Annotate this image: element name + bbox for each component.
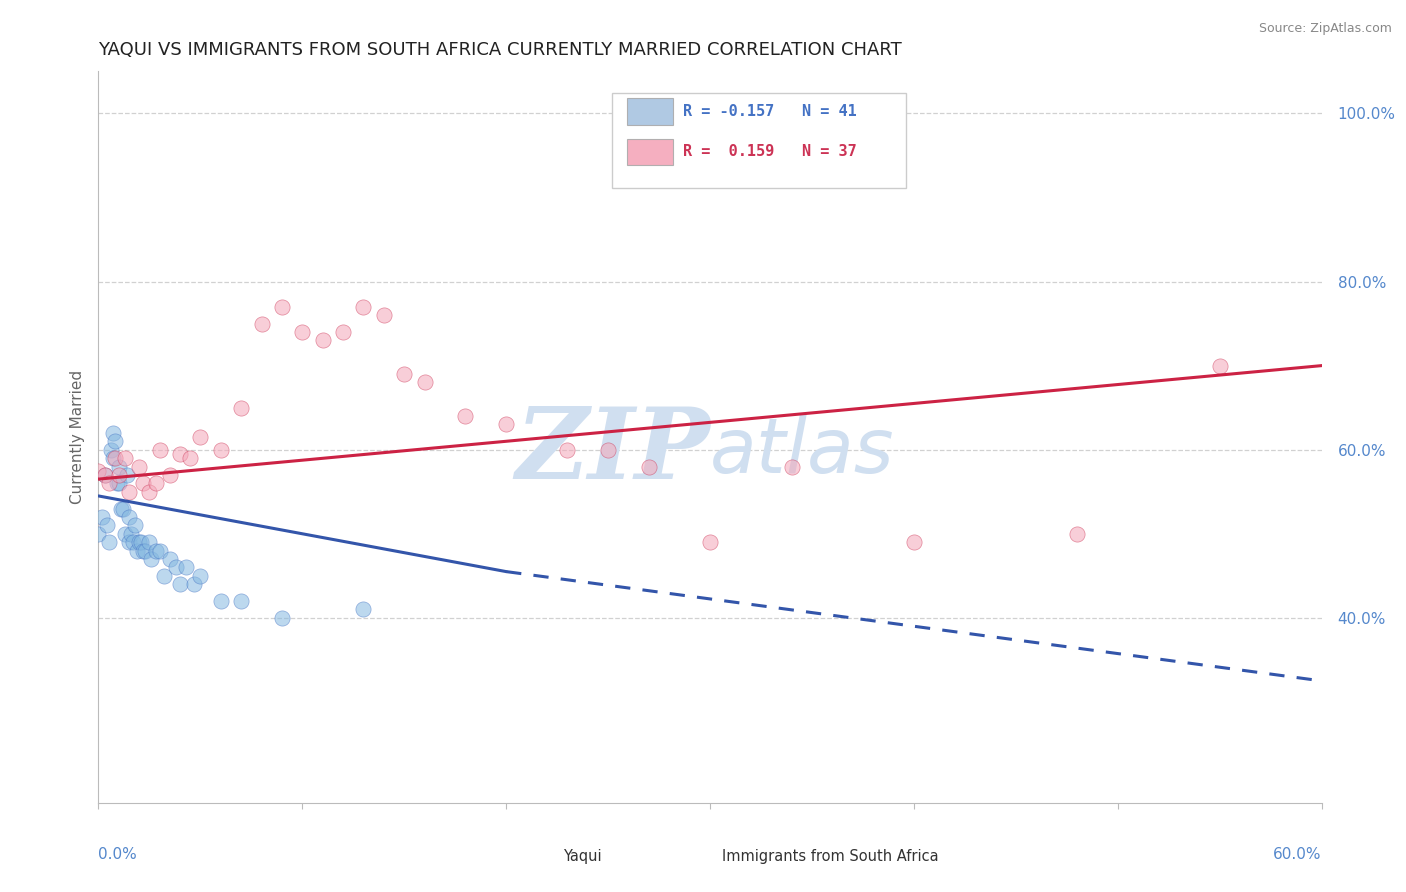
- Point: [413, 376, 436, 390]
- Point: [209, 442, 232, 457]
- Point: [87, 526, 110, 541]
- Point: [93, 467, 115, 482]
- Point: [104, 451, 127, 466]
- Point: [87, 464, 110, 478]
- Point: [149, 543, 172, 558]
- Point: [114, 526, 136, 541]
- Point: [495, 417, 517, 432]
- Point: [183, 577, 205, 591]
- Point: [108, 476, 131, 491]
- Point: [118, 484, 141, 499]
- Text: ZIP: ZIP: [515, 403, 710, 500]
- Point: [780, 459, 803, 474]
- Point: [699, 535, 721, 549]
- Point: [91, 510, 114, 524]
- Text: R = -0.157: R = -0.157: [683, 104, 775, 120]
- Point: [1066, 526, 1088, 541]
- Point: [108, 459, 131, 474]
- Point: [127, 543, 149, 558]
- Point: [110, 501, 132, 516]
- Point: [138, 535, 160, 549]
- Point: [352, 602, 374, 616]
- Point: [454, 409, 477, 423]
- Point: [149, 442, 172, 457]
- Point: [159, 552, 181, 566]
- Point: [159, 467, 181, 482]
- FancyBboxPatch shape: [612, 94, 905, 188]
- Point: [169, 447, 191, 461]
- Text: Source: ZipAtlas.com: Source: ZipAtlas.com: [1258, 22, 1392, 36]
- Point: [118, 535, 141, 549]
- Point: [174, 560, 197, 574]
- Point: [270, 300, 294, 314]
- Point: [392, 367, 416, 381]
- Point: [231, 401, 253, 415]
- Point: [114, 451, 136, 466]
- Point: [637, 459, 661, 474]
- Point: [1209, 359, 1232, 373]
- Point: [132, 476, 155, 491]
- Point: [250, 317, 273, 331]
- Point: [128, 459, 150, 474]
- Text: 0.0%: 0.0%: [98, 847, 138, 862]
- Point: [108, 467, 131, 482]
- Point: [138, 484, 160, 499]
- Point: [96, 518, 118, 533]
- Point: [124, 518, 146, 533]
- Point: [101, 451, 124, 466]
- Text: N = 37: N = 37: [801, 145, 856, 160]
- Point: [555, 442, 579, 457]
- Point: [97, 476, 120, 491]
- Point: [373, 308, 395, 322]
- Point: [231, 594, 253, 608]
- FancyBboxPatch shape: [502, 842, 551, 869]
- Point: [93, 467, 115, 482]
- Point: [152, 569, 174, 583]
- Text: atlas: atlas: [710, 415, 894, 489]
- Text: 60.0%: 60.0%: [1274, 847, 1322, 862]
- Point: [165, 560, 187, 574]
- Point: [188, 569, 212, 583]
- Y-axis label: Currently Married: Currently Married: [69, 370, 84, 504]
- Point: [97, 535, 120, 549]
- Text: R =  0.159: R = 0.159: [683, 145, 775, 160]
- Point: [291, 325, 314, 339]
- Point: [169, 577, 191, 591]
- Point: [903, 535, 925, 549]
- FancyBboxPatch shape: [627, 138, 673, 165]
- Point: [134, 543, 156, 558]
- Point: [145, 543, 167, 558]
- Point: [179, 451, 201, 466]
- Text: N = 41: N = 41: [801, 104, 856, 120]
- Point: [145, 476, 167, 491]
- Point: [332, 325, 354, 339]
- Point: [105, 476, 128, 491]
- FancyBboxPatch shape: [661, 842, 710, 869]
- Point: [128, 535, 150, 549]
- Point: [120, 526, 142, 541]
- Point: [312, 334, 335, 348]
- Point: [132, 543, 155, 558]
- Point: [598, 442, 620, 457]
- Point: [122, 535, 145, 549]
- Point: [209, 594, 232, 608]
- Point: [118, 510, 141, 524]
- Text: Immigrants from South Africa: Immigrants from South Africa: [723, 848, 939, 863]
- Point: [270, 611, 294, 625]
- Point: [111, 501, 134, 516]
- Text: YAQUI VS IMMIGRANTS FROM SOUTH AFRICA CURRENTLY MARRIED CORRELATION CHART: YAQUI VS IMMIGRANTS FROM SOUTH AFRICA CU…: [98, 41, 903, 59]
- Point: [141, 552, 163, 566]
- Point: [104, 434, 127, 449]
- FancyBboxPatch shape: [627, 98, 673, 125]
- Point: [100, 442, 122, 457]
- Point: [101, 425, 124, 440]
- Point: [115, 467, 138, 482]
- Point: [352, 300, 374, 314]
- Point: [129, 535, 152, 549]
- Text: Yaqui: Yaqui: [564, 848, 602, 863]
- Point: [188, 430, 212, 444]
